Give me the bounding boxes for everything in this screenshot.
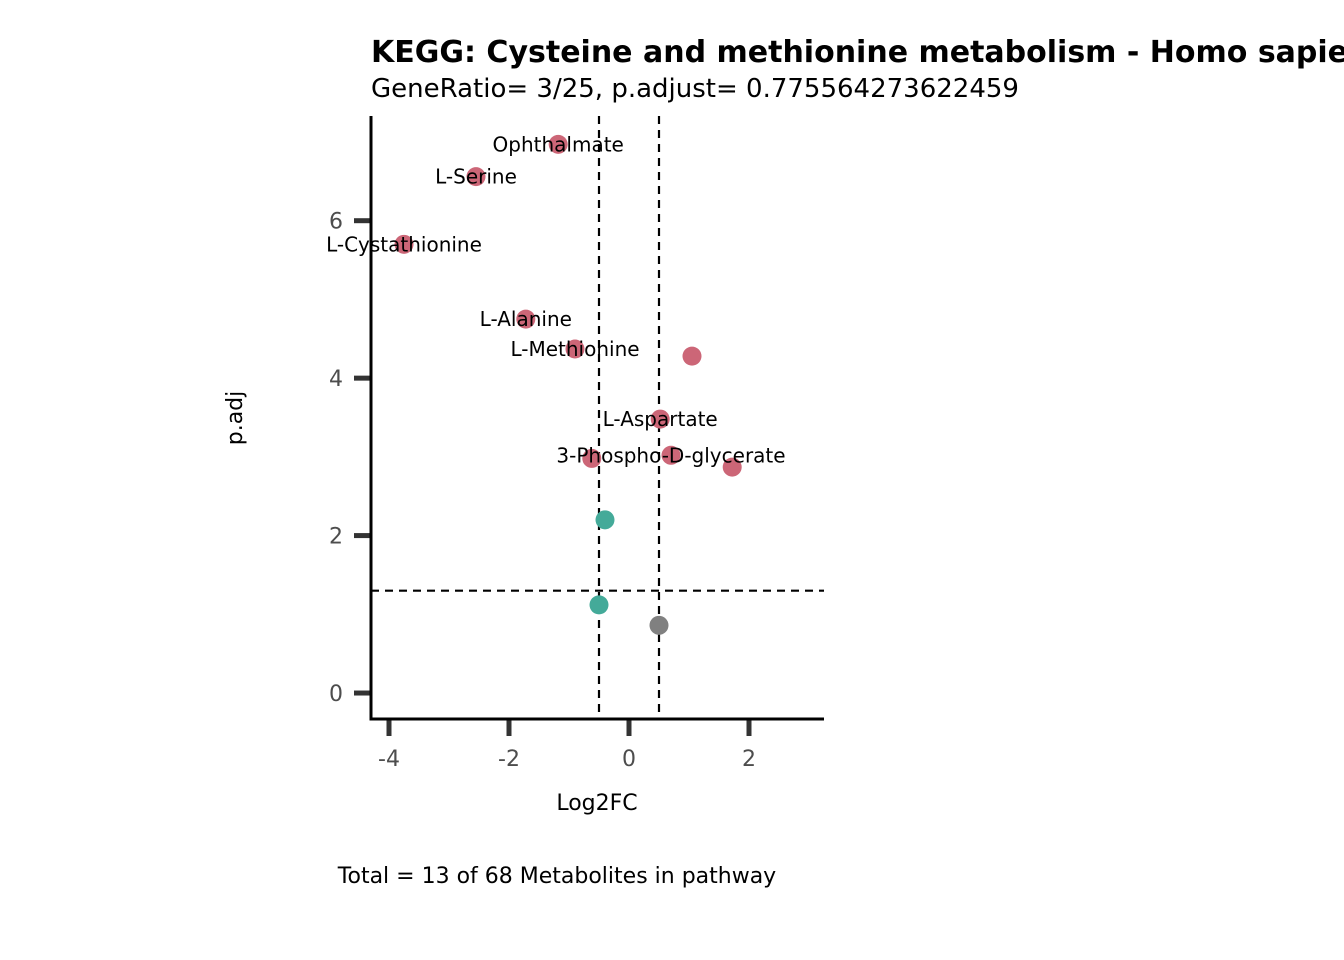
chart-caption: Total = 13 of 68 Metabolites in pathway — [337, 864, 776, 889]
x-tick-label-3: 0 — [622, 747, 636, 772]
y-axis-ticks: 0 2 4 6 — [329, 210, 370, 707]
chart-title: KEGG: Cysteine and methionine metabolism… — [371, 35, 1344, 70]
point-label-9: 3-Phospho-D-glycerate — [556, 443, 785, 467]
data-point-11 — [595, 510, 615, 530]
point-labels: Ophthalmate L-Serine L-Cystathionine L-Alan… — [326, 132, 786, 467]
data-point-12 — [589, 595, 609, 615]
data-point-10 — [722, 457, 742, 477]
point-label-3: L-Cystathionine — [326, 232, 482, 256]
data-point-6 — [682, 346, 702, 366]
x-tick-label-2: -2 — [498, 747, 520, 772]
data-point-3 — [394, 234, 414, 254]
x-axis-title: Log2FC — [556, 791, 637, 816]
x-tick-label-4: 2 — [742, 747, 756, 772]
data-point-9 — [661, 445, 681, 465]
x-tick-label-1: -4 — [378, 747, 400, 772]
y-tick-label-4: 6 — [329, 210, 343, 235]
data-point-8 — [582, 448, 602, 468]
data-point-1 — [548, 134, 568, 154]
point-label-7: L-Aspartate — [603, 407, 718, 431]
point-label-1: Ophthalmate — [493, 132, 624, 156]
chart-subtitle: GeneRatio= 3/25, p.adjust= 0.77556427362… — [371, 74, 1019, 104]
data-point-7 — [650, 409, 670, 429]
point-label-2: L-Serine — [435, 165, 517, 189]
y-tick-label-2: 2 — [329, 525, 343, 550]
data-point-2 — [466, 167, 486, 187]
x-axis-ticks: -4 -2 0 2 — [378, 720, 756, 772]
point-label-5: L-Methionine — [510, 337, 639, 361]
y-tick-label-3: 4 — [329, 367, 343, 392]
data-point-5 — [565, 339, 585, 359]
threshold-lines — [371, 116, 824, 719]
data-points — [394, 134, 742, 635]
data-point-4 — [516, 309, 536, 329]
y-axis-title: p.adj — [223, 391, 248, 446]
data-point-13 — [649, 615, 669, 635]
y-tick-label-1: 0 — [329, 682, 343, 707]
point-label-4: L-Alanine — [480, 307, 572, 331]
